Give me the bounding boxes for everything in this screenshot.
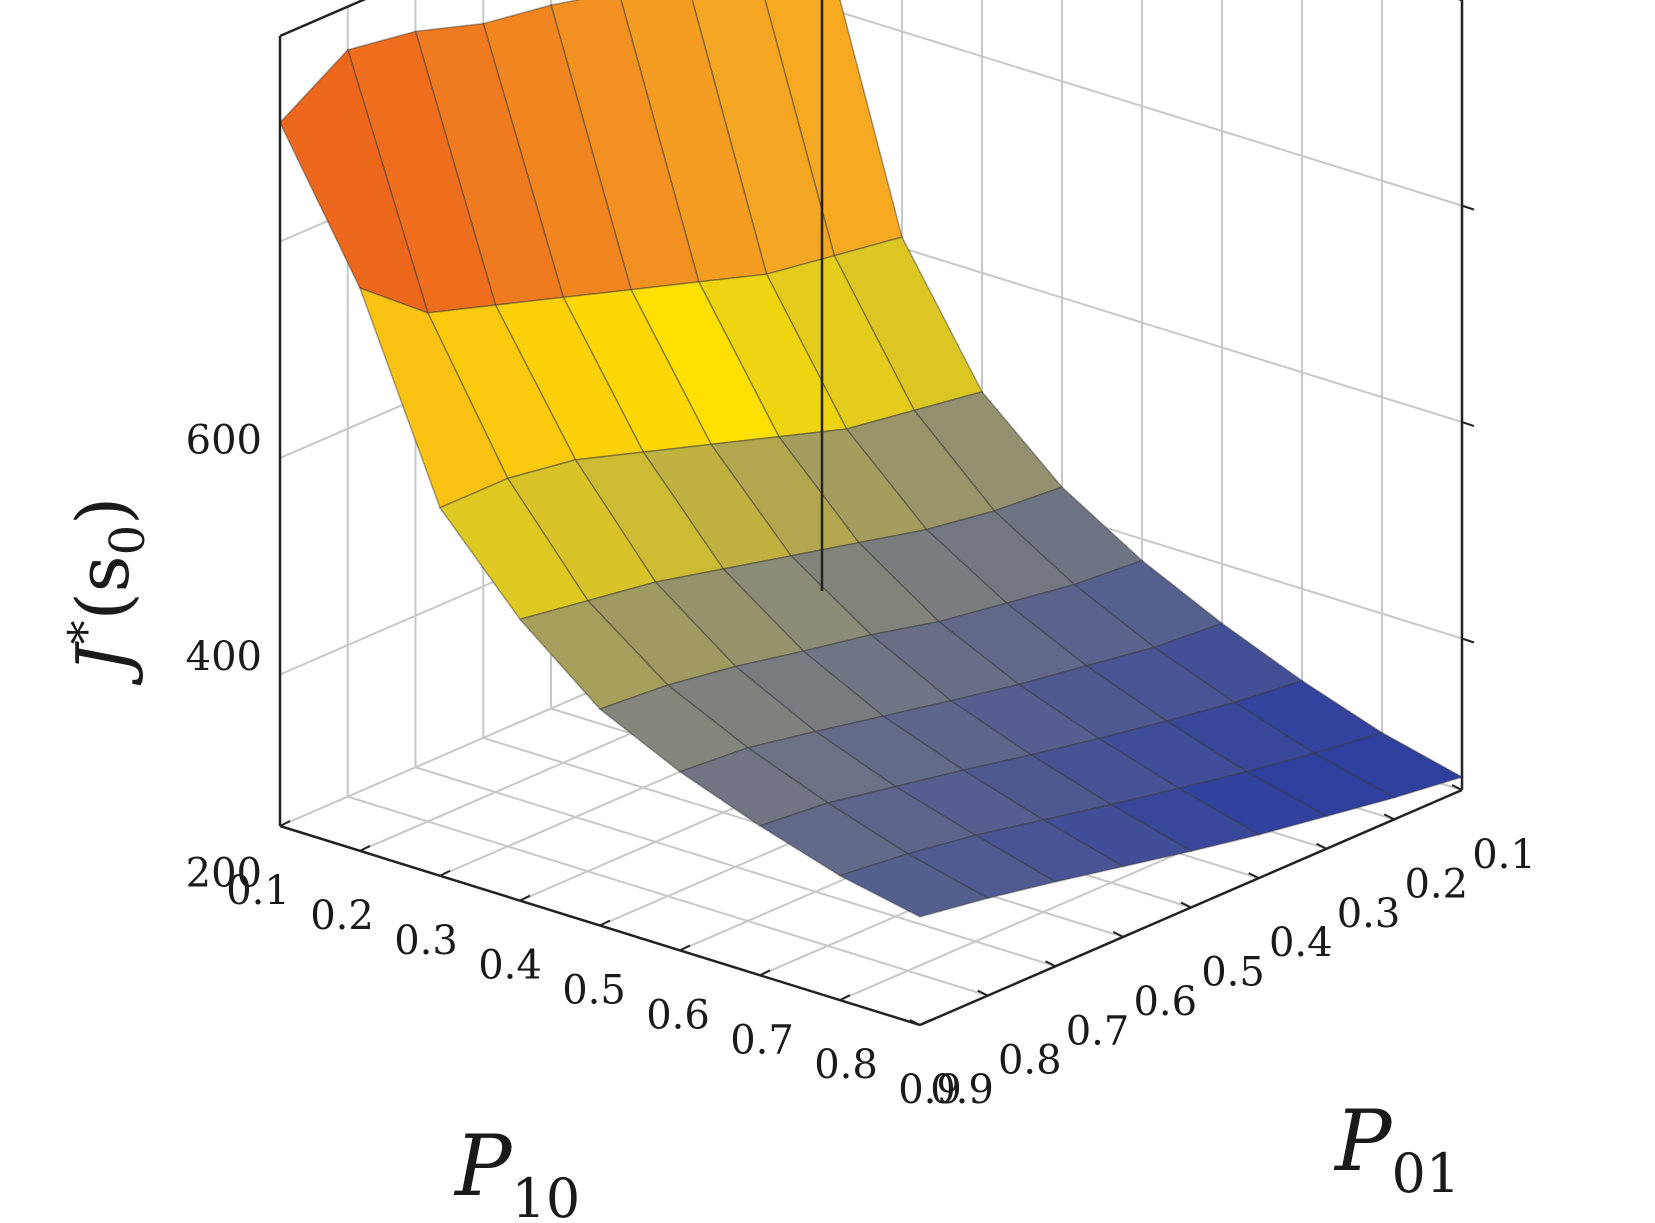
y-tick — [977, 989, 989, 997]
z-tick-label: 200 — [186, 850, 262, 896]
grid-line — [821, 222, 1463, 424]
z-tick — [1461, 204, 1475, 211]
x-tick — [359, 844, 371, 852]
y-tick-label: 0.6 — [1133, 979, 1197, 1025]
y-tick-label: 0.2 — [1404, 861, 1468, 907]
z-tick-label: 400 — [186, 634, 262, 680]
y-tick — [1383, 813, 1395, 821]
y-tick — [1112, 930, 1124, 938]
x-tick — [919, 1019, 931, 1026]
y-tick — [1248, 872, 1260, 880]
y-tick-label: 0.1 — [1472, 832, 1536, 878]
x-tick — [279, 820, 291, 827]
y-tick — [1045, 960, 1056, 968]
x-tick-label: 0.2 — [310, 893, 374, 939]
z-axis-label: J*(s0) — [58, 497, 156, 687]
y-tick-label: 0.7 — [1066, 1008, 1130, 1054]
x-tick-label: 0.4 — [478, 943, 542, 989]
grid-line — [347, 795, 989, 997]
x-tick-label: 0.3 — [394, 918, 458, 964]
grid-line — [821, 5, 1463, 207]
x-tick — [519, 894, 531, 902]
y-tick — [1316, 842, 1327, 850]
y-tick-label: 0.5 — [1201, 950, 1265, 996]
x-tick-label: 0.1 — [226, 868, 290, 914]
x-tick-label: 0.7 — [730, 1017, 794, 1063]
x-tick-label: 0.5 — [562, 968, 626, 1014]
z-tick-label: 600 — [186, 418, 262, 464]
tick-labels: 0.10.20.30.40.50.60.70.80.90.10.20.30.40… — [186, 418, 1536, 1113]
x-axis-label: P10 — [453, 1117, 580, 1223]
x-tick — [599, 919, 611, 927]
y-tick — [1451, 784, 1463, 791]
y-axis-label: P01 — [1333, 1092, 1460, 1205]
grid-line — [415, 766, 1056, 968]
y-tick-label: 0.3 — [1337, 891, 1401, 937]
y-tick-label: 0.8 — [998, 1038, 1062, 1084]
x-tick — [439, 869, 451, 877]
tick-marks — [279, 204, 1475, 1026]
y-tick-label: 0.9 — [930, 1067, 994, 1113]
y-tick — [1180, 901, 1192, 909]
x-tick — [759, 969, 771, 977]
x-tick — [839, 994, 851, 1002]
surface-cell — [838, 853, 990, 918]
y-tick — [909, 1019, 921, 1026]
x-tick-label: 0.8 — [814, 1042, 878, 1088]
z-tick — [1461, 637, 1475, 644]
x-tick-label: 0.6 — [646, 992, 710, 1038]
surface-mesh — [279, 0, 1464, 918]
z-tick — [1461, 421, 1475, 428]
x-tick — [679, 944, 691, 952]
x-tick-label: 0.9 — [898, 1067, 962, 1113]
y-tick-label: 0.4 — [1269, 920, 1333, 966]
